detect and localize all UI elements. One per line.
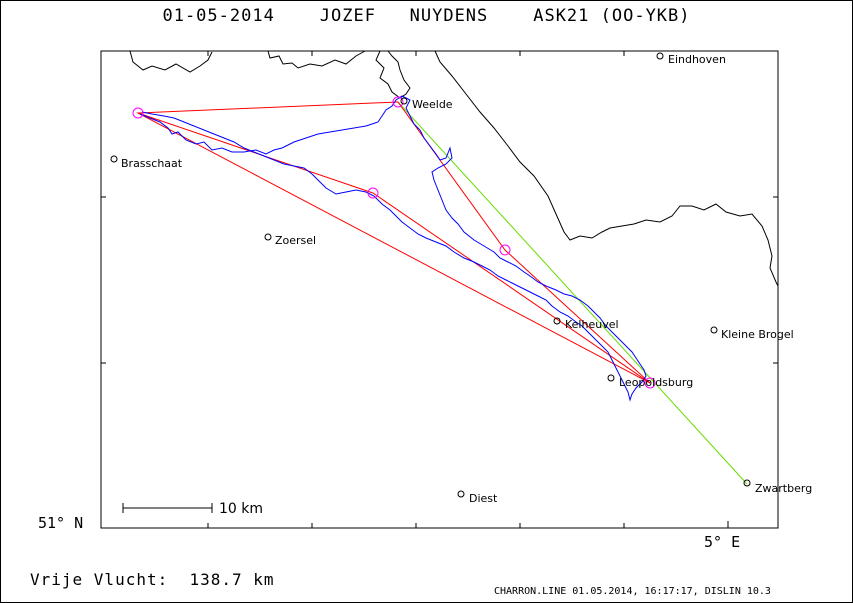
turnpoint-start bbox=[132, 107, 144, 119]
map-border bbox=[100, 50, 779, 529]
town-label-weelde: Weelde bbox=[412, 98, 453, 111]
town-marker-zwartberg bbox=[743, 479, 751, 487]
country-border bbox=[129, 50, 779, 287]
turnpoint-mid bbox=[367, 187, 379, 199]
town-marker-zoersel bbox=[264, 233, 272, 241]
turnpoints bbox=[132, 96, 656, 389]
town-label-eindhoven: Eindhoven bbox=[668, 53, 726, 66]
scale-bar-label: 10 km bbox=[219, 501, 263, 517]
town-marker-kleine-brogel bbox=[710, 326, 718, 334]
town-label-leopoldsburg: Leopoldsburg bbox=[619, 376, 693, 389]
town-marker-brasschaat bbox=[110, 155, 118, 163]
town-marker-leopoldsburg bbox=[607, 374, 615, 382]
turnpoint-weelde bbox=[392, 96, 404, 108]
software-stamp: CHARRON.LINE 01.05.2014, 16:17:17, DISLI… bbox=[494, 586, 771, 597]
town-label-zwartberg: Zwartberg bbox=[755, 482, 812, 495]
top-ticks bbox=[207, 51, 625, 56]
scale-bar bbox=[122, 503, 213, 513]
final-glide-line bbox=[397, 101, 748, 485]
left-ticks bbox=[101, 196, 108, 529]
town-label-brasschaat: Brasschaat bbox=[121, 157, 183, 170]
town-marker-diest bbox=[457, 490, 465, 498]
town-label-kleine-brogel: Kleine Brogel bbox=[721, 328, 794, 341]
turnpoint-leopoldsburg bbox=[644, 377, 656, 389]
flight-title: 01-05-2014 JOZEF NUYDENS ASK21 (OO-YKB) bbox=[162, 6, 691, 26]
longitude-label: 5° E bbox=[704, 533, 741, 551]
distance-summary: Vrije Vlucht: 138.7 km bbox=[30, 570, 275, 589]
task-lines bbox=[136, 101, 651, 384]
flight-track bbox=[139, 95, 647, 402]
right-ticks bbox=[773, 196, 778, 364]
town-label-kelheuvel: Kelheuvel bbox=[565, 318, 619, 331]
turnpoint-3 bbox=[499, 244, 511, 256]
town-marker-weelde bbox=[400, 97, 408, 105]
town-label-diest: Diest bbox=[469, 492, 498, 505]
town-marker-eindhoven bbox=[656, 52, 664, 60]
town-label-zoersel: Zoersel bbox=[275, 234, 316, 247]
latitude-label: 51° N bbox=[38, 514, 84, 532]
town-marker-kelheuvel bbox=[553, 317, 561, 325]
bottom-ticks bbox=[207, 521, 729, 528]
town-markers bbox=[110, 52, 751, 498]
